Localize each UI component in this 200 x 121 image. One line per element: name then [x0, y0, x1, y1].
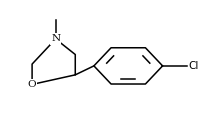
Text: N: N — [51, 34, 60, 43]
Text: O: O — [28, 80, 36, 89]
Text: Cl: Cl — [187, 61, 197, 71]
